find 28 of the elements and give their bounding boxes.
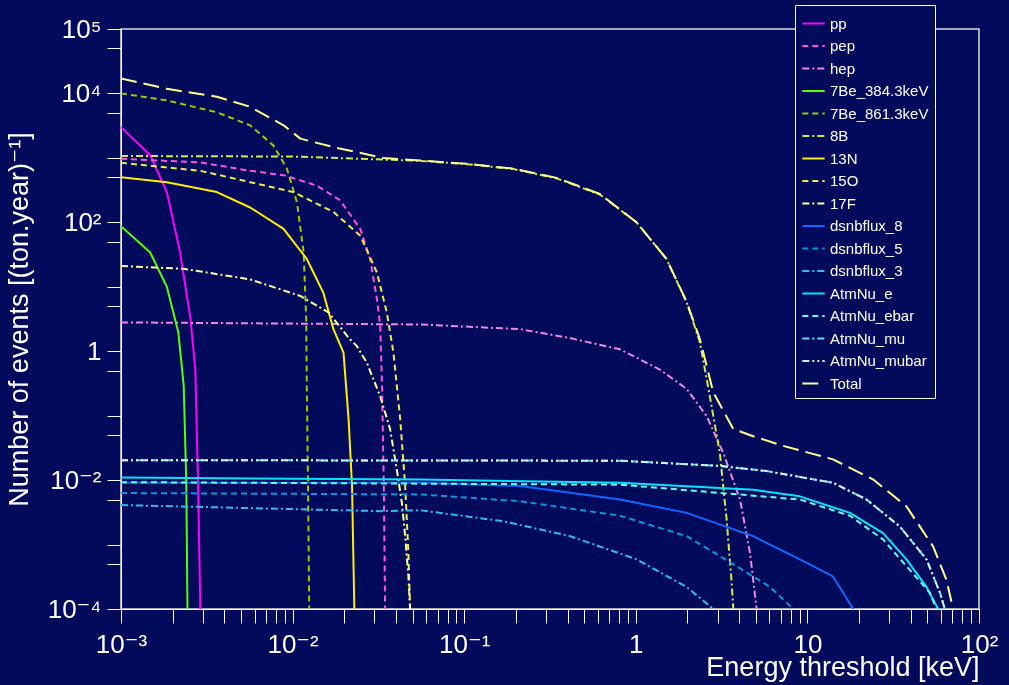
legend-label: AtmNu_e xyxy=(830,284,893,302)
y-tick-label: 10⁵ xyxy=(61,13,102,44)
legend-label: pp xyxy=(830,14,847,32)
legend-label: AtmNu_mu xyxy=(830,329,906,347)
legend-label: 7Be_384.3keV xyxy=(830,82,929,99)
x-tick-label: 10⁻¹ xyxy=(439,628,491,659)
legend-label: Total xyxy=(830,374,862,392)
y-tick-label: 10⁻⁴ xyxy=(47,593,102,624)
legend-label: dsnbflux_5 xyxy=(830,239,903,257)
legend-label: 17F xyxy=(830,194,856,212)
x-tick-label: 1 xyxy=(629,628,644,659)
legend-label: 7Be_861.3keV xyxy=(830,104,929,122)
legend-label: 8B xyxy=(830,127,849,144)
y-tick-label: 1 xyxy=(87,335,102,366)
legend-label: pep xyxy=(830,37,856,54)
y-tick-label: 10⁴ xyxy=(61,77,102,108)
legend-label: 13N xyxy=(830,149,858,167)
y-tick-label: 10⁻² xyxy=(50,464,102,495)
x-tick-label: 10⁻³ xyxy=(95,628,148,659)
x-tick-label: 10⁻² xyxy=(267,628,320,659)
y-axis-title: Number of events [(ton.year)⁻¹] xyxy=(3,132,34,507)
legend-label: AtmNu_mubar xyxy=(830,352,927,369)
legend-label: hep xyxy=(830,59,856,77)
legend-label: 15O xyxy=(830,172,859,189)
legend-label: dsnbflux_3 xyxy=(830,262,903,279)
legend-label: AtmNu_ebar xyxy=(830,307,915,324)
y-tick-label: 10² xyxy=(63,206,102,237)
legend-label: dsnbflux_8 xyxy=(830,217,903,234)
